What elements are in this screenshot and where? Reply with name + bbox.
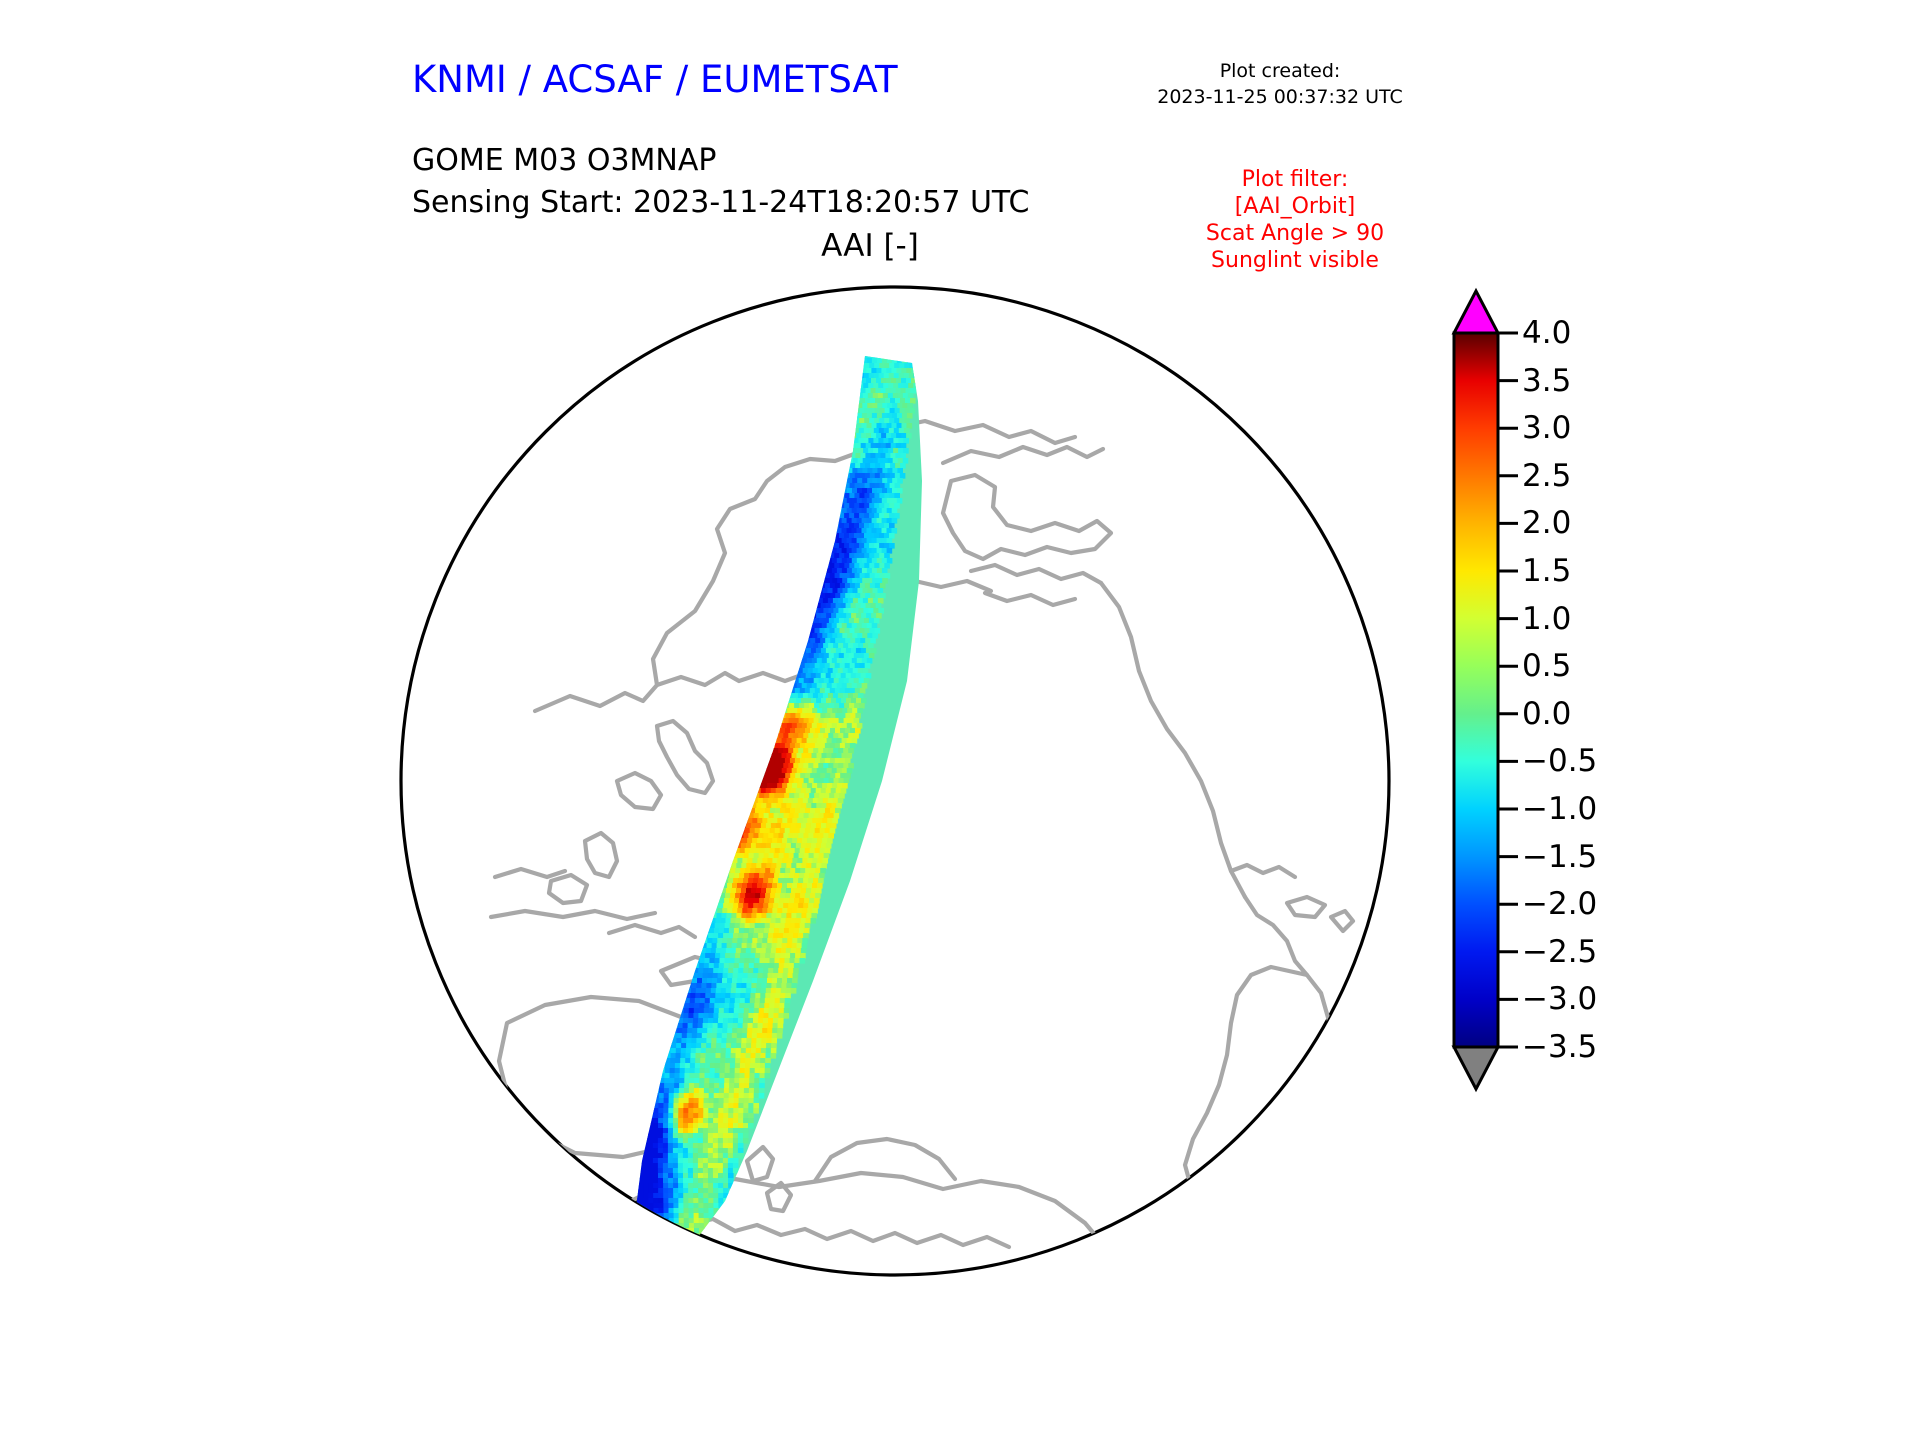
colorbar-tick-label: −1.5 bbox=[1522, 838, 1598, 875]
colorbar-tick-label: 2.0 bbox=[1522, 505, 1572, 542]
colorbar-tick-label: −3.5 bbox=[1522, 1029, 1598, 1065]
colorbar-tick-label: 1.0 bbox=[1522, 600, 1572, 637]
colorbar-tick-label: −3.0 bbox=[1522, 981, 1598, 1018]
colorbar-tick-label: −2.0 bbox=[1522, 886, 1598, 923]
colorbar-tick-label: 2.5 bbox=[1522, 457, 1572, 494]
dataset-name: GOME M03 O3MNAP bbox=[412, 143, 717, 178]
colorbar-tick-label: 1.5 bbox=[1522, 553, 1572, 589]
globe-limb bbox=[399, 285, 1391, 1277]
colorbar-tick-label: 0.5 bbox=[1522, 648, 1572, 685]
plot-filter-sunglint: Sunglint visible bbox=[1211, 248, 1379, 273]
colorbar-tick-label: −1.0 bbox=[1522, 791, 1598, 827]
colorbar-tick-label: 3.0 bbox=[1522, 410, 1572, 447]
plot-filter-label: Plot filter: bbox=[1241, 167, 1349, 192]
plot-created-block: Plot created: 2023-11-25 00:37:32 UTC bbox=[1100, 58, 1460, 110]
quantity-title: AAI [-] bbox=[821, 228, 919, 264]
colorbar-tick-label: 0.0 bbox=[1522, 695, 1572, 732]
colorbar-tick-label: 4.0 bbox=[1522, 315, 1572, 351]
colorbar-tick-label: 3.5 bbox=[1522, 362, 1572, 399]
colorbar-gradient bbox=[1452, 331, 1500, 1049]
plot-filter-product: [AAI_Orbit] bbox=[1234, 194, 1356, 219]
plot-filter-scat-angle: Scat Angle > 90 bbox=[1205, 221, 1385, 246]
sensing-start: Sensing Start: 2023-11-24T18:20:57 UTC bbox=[412, 185, 1030, 220]
colorbar-tick-label: −2.5 bbox=[1522, 933, 1598, 970]
colorbar: 4.0 3.5 3.0 2.5 2.0 1.5 1.0 0.5 0.0 −0.5 −1.0 −1.5 −… bbox=[1440, 285, 1690, 1095]
colorbar-over-arrow bbox=[1451, 287, 1501, 335]
dataset-info-block: GOME M03 O3MNAP Sensing Start: 2023-11-2… bbox=[412, 140, 1029, 224]
colorbar-under-arrow bbox=[1451, 1045, 1501, 1093]
plot-created-value: 2023-11-25 00:37:32 UTC bbox=[1157, 86, 1403, 108]
plot-created-label: Plot created: bbox=[1219, 60, 1341, 82]
colorbar-tick-label: −0.5 bbox=[1522, 743, 1598, 780]
plot-filter-block: Plot filter: [AAI_Orbit] Scat Angle > 90… bbox=[1130, 166, 1460, 274]
organisation-title: KNMI / ACSAF / EUMETSAT bbox=[412, 58, 898, 101]
globe-map bbox=[395, 281, 1395, 1281]
